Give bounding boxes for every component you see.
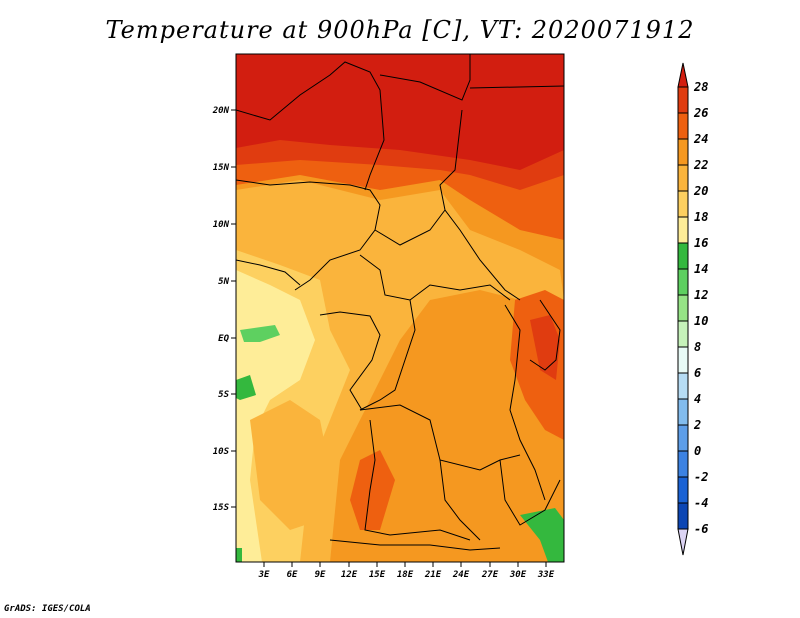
colorbar-label: 12: [694, 288, 708, 302]
boundary-line: [379, 54, 471, 101]
boundary-line: [364, 419, 471, 541]
colorbar-label: 10: [694, 314, 708, 328]
boundary-line: [374, 209, 446, 246]
boundary-line: [359, 254, 511, 301]
boundary-line: [469, 85, 564, 89]
lon-tick-label: 6E: [287, 570, 298, 580]
colorbar-segment: [677, 476, 689, 504]
colorbar-label: -6: [694, 522, 708, 536]
field-band-14-se: [520, 508, 564, 562]
boundary-line: [359, 299, 416, 411]
map-title: Temperature at 900hPa [C], VT: 202007191…: [105, 16, 695, 44]
lon-axis: 3E 6E 9E 12E 15E 18E 21E 24E 27E 30E 33E: [258, 562, 555, 580]
lon-tick-label: 21E: [424, 570, 442, 580]
colorbar-segment: [677, 424, 689, 452]
colorbar-label: 6: [694, 366, 701, 380]
colorbar-label: -4: [694, 496, 708, 510]
lat-tick-label: 10N: [213, 220, 230, 230]
colorbar-segment: [677, 216, 689, 244]
colorbar-label: 24: [693, 132, 708, 146]
boundary-line: [236, 61, 385, 191]
colorbar-segment: [677, 320, 689, 348]
colorbar-segment: [677, 138, 689, 166]
lat-tick-label: 10S: [213, 447, 230, 457]
boundary-line: [499, 459, 561, 526]
colorbar-label: 0: [694, 444, 701, 458]
lon-tick-label: 3E: [258, 570, 270, 580]
colorbar-segment: [677, 450, 689, 478]
field-band-12-patch: [240, 325, 280, 342]
boundary-line: [236, 259, 301, 286]
colorbar-segment: [677, 242, 689, 270]
lon-tick-label: 33E: [537, 570, 555, 580]
colorbar-segment: [677, 268, 689, 296]
colorbar-label: 8: [694, 340, 701, 354]
colorbar-label: -2: [694, 470, 708, 484]
colorbar-labels: 28 26 24 22 20 18 16 14 12 10 8 6 4 2 0 …: [693, 80, 708, 536]
colorbar-label: 28: [693, 80, 708, 94]
lat-tick-label: EQ: [218, 334, 229, 344]
field-band-14-sw: [236, 548, 242, 562]
colorbar-label: 20: [693, 184, 708, 198]
field-band-24-south: [350, 450, 395, 530]
field-band-14-patch: [236, 375, 256, 400]
lat-tick-label: 20N: [212, 106, 230, 116]
lon-tick-label: 30E: [509, 570, 527, 580]
colorbar-label: 26: [693, 106, 708, 120]
lon-tick-label: 18E: [397, 570, 414, 580]
lon-tick-label: 9E: [315, 570, 326, 580]
credit-text: GrADS: IGES/COLA: [4, 604, 91, 614]
field-band-16: [236, 270, 315, 562]
colorbar-segment: [677, 164, 689, 192]
lat-tick-label: 5N: [218, 277, 229, 287]
boundary-line: [329, 539, 501, 551]
colorbar-segment: [677, 372, 689, 400]
colorbar-segment: [677, 294, 689, 322]
lat-axis: 20N 15N 10N 5N EQ 5S 10S 15S: [212, 106, 236, 513]
colorbar-label: 4: [694, 392, 701, 406]
colorbar-segment: [677, 86, 689, 114]
country-boundaries: [236, 54, 564, 551]
colorbar-label: 16: [694, 236, 708, 250]
map-frame: [235, 53, 565, 563]
boundary-line: [236, 179, 381, 291]
temperature-field: [236, 54, 564, 562]
lon-tick-label: 27E: [481, 570, 499, 580]
colorbar-label: 2: [693, 418, 701, 432]
boundary-line: [504, 304, 546, 501]
colorbar-segment: [677, 190, 689, 218]
colorbar-segment: [677, 346, 689, 374]
lat-tick-label: 15S: [213, 503, 230, 513]
lon-tick-label: 15E: [369, 570, 386, 580]
boundary-line: [319, 311, 381, 411]
lat-tick-label: 5S: [218, 390, 229, 400]
colorbar-segment: [677, 502, 689, 530]
colorbar-top-arrow: [677, 62, 689, 88]
colorbar-segment: [677, 112, 689, 140]
colorbar-bottom-arrow: [677, 528, 689, 556]
lon-tick-label: 12E: [341, 570, 358, 580]
boundary-line: [529, 299, 561, 371]
boundary-line: [439, 459, 481, 541]
lat-tick-label: 15N: [213, 163, 230, 173]
boundary-line: [439, 109, 521, 301]
colorbar-segment: [677, 398, 689, 426]
colorbar-label: 14: [694, 262, 708, 276]
lon-tick-label: 24E: [452, 570, 470, 580]
colorbar: [677, 62, 689, 556]
colorbar-label: 22: [693, 158, 708, 172]
colorbar-label: 18: [694, 210, 708, 224]
field-band-20-sw: [250, 400, 330, 530]
